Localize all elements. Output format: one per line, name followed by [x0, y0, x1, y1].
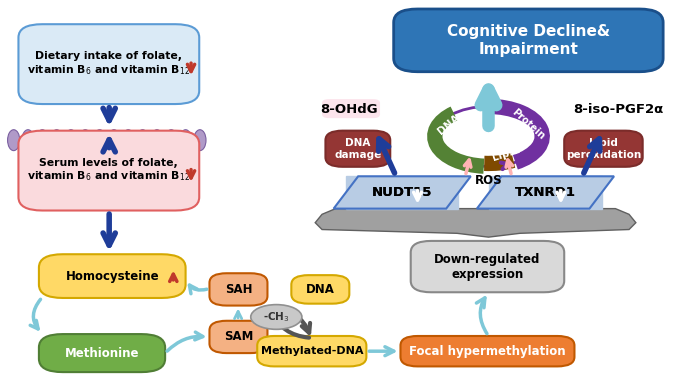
- Ellipse shape: [122, 130, 134, 151]
- Text: Serum levels of folate,
vitamin B$_6$ and vitamin B$_{12}$: Serum levels of folate, vitamin B$_6$ an…: [27, 158, 190, 183]
- Text: 8-OHdG: 8-OHdG: [321, 103, 378, 116]
- Ellipse shape: [51, 130, 63, 151]
- Text: DNA: DNA: [306, 283, 335, 296]
- FancyBboxPatch shape: [18, 131, 199, 211]
- Ellipse shape: [65, 130, 77, 151]
- FancyBboxPatch shape: [394, 9, 663, 72]
- Ellipse shape: [194, 130, 206, 151]
- FancyBboxPatch shape: [39, 334, 165, 372]
- Text: SAH: SAH: [225, 283, 252, 296]
- FancyBboxPatch shape: [39, 254, 186, 298]
- Text: Methionine: Methionine: [65, 347, 139, 360]
- Text: 8-iso-PGF2α: 8-iso-PGF2α: [573, 103, 664, 116]
- FancyBboxPatch shape: [489, 176, 601, 209]
- Ellipse shape: [136, 130, 149, 151]
- Text: Cognitive Decline&
Impairment: Cognitive Decline& Impairment: [447, 24, 610, 57]
- Text: Methylated-DNA: Methylated-DNA: [260, 346, 363, 356]
- Text: ROS: ROS: [475, 174, 502, 187]
- Ellipse shape: [151, 130, 163, 151]
- FancyBboxPatch shape: [18, 24, 199, 104]
- FancyBboxPatch shape: [325, 131, 390, 167]
- Text: DNA
damage: DNA damage: [334, 138, 382, 160]
- FancyBboxPatch shape: [258, 336, 366, 367]
- Ellipse shape: [36, 130, 49, 151]
- Text: NUDT15: NUDT15: [372, 186, 432, 199]
- Text: DNA: DNA: [436, 112, 462, 136]
- Circle shape: [443, 111, 534, 162]
- FancyBboxPatch shape: [210, 273, 267, 306]
- Ellipse shape: [251, 304, 302, 329]
- Polygon shape: [334, 176, 471, 209]
- Ellipse shape: [79, 130, 91, 151]
- Ellipse shape: [94, 130, 105, 151]
- Text: NUDT15: NUDT15: [372, 186, 432, 199]
- Text: Protein: Protein: [510, 107, 547, 142]
- Text: Dietary intake of folate,
vitamin B$_6$ and vitamin B$_{12}$: Dietary intake of folate, vitamin B$_6$ …: [27, 51, 190, 77]
- FancyBboxPatch shape: [210, 321, 267, 353]
- Ellipse shape: [179, 130, 192, 151]
- FancyBboxPatch shape: [411, 241, 564, 292]
- Text: TXNRD1: TXNRD1: [515, 186, 576, 199]
- FancyBboxPatch shape: [346, 176, 458, 209]
- FancyBboxPatch shape: [291, 275, 349, 304]
- Text: SAM: SAM: [224, 331, 253, 344]
- Text: Focal hypermethylation: Focal hypermethylation: [409, 345, 566, 358]
- Polygon shape: [315, 209, 636, 237]
- Text: TXNRD1: TXNRD1: [515, 186, 576, 199]
- FancyBboxPatch shape: [564, 131, 643, 167]
- FancyBboxPatch shape: [401, 336, 575, 367]
- Text: Lipid: Lipid: [491, 144, 522, 163]
- Text: Homocysteine: Homocysteine: [66, 270, 159, 283]
- Ellipse shape: [108, 130, 120, 151]
- Ellipse shape: [165, 130, 177, 151]
- FancyBboxPatch shape: [322, 99, 380, 118]
- Text: Down-regulated
expression: Down-regulated expression: [434, 253, 540, 281]
- Text: -CH$_3$: -CH$_3$: [263, 310, 290, 324]
- Ellipse shape: [8, 130, 20, 151]
- Ellipse shape: [22, 130, 34, 151]
- Polygon shape: [477, 176, 614, 209]
- Text: Lipid
peroxidation: Lipid peroxidation: [566, 138, 641, 160]
